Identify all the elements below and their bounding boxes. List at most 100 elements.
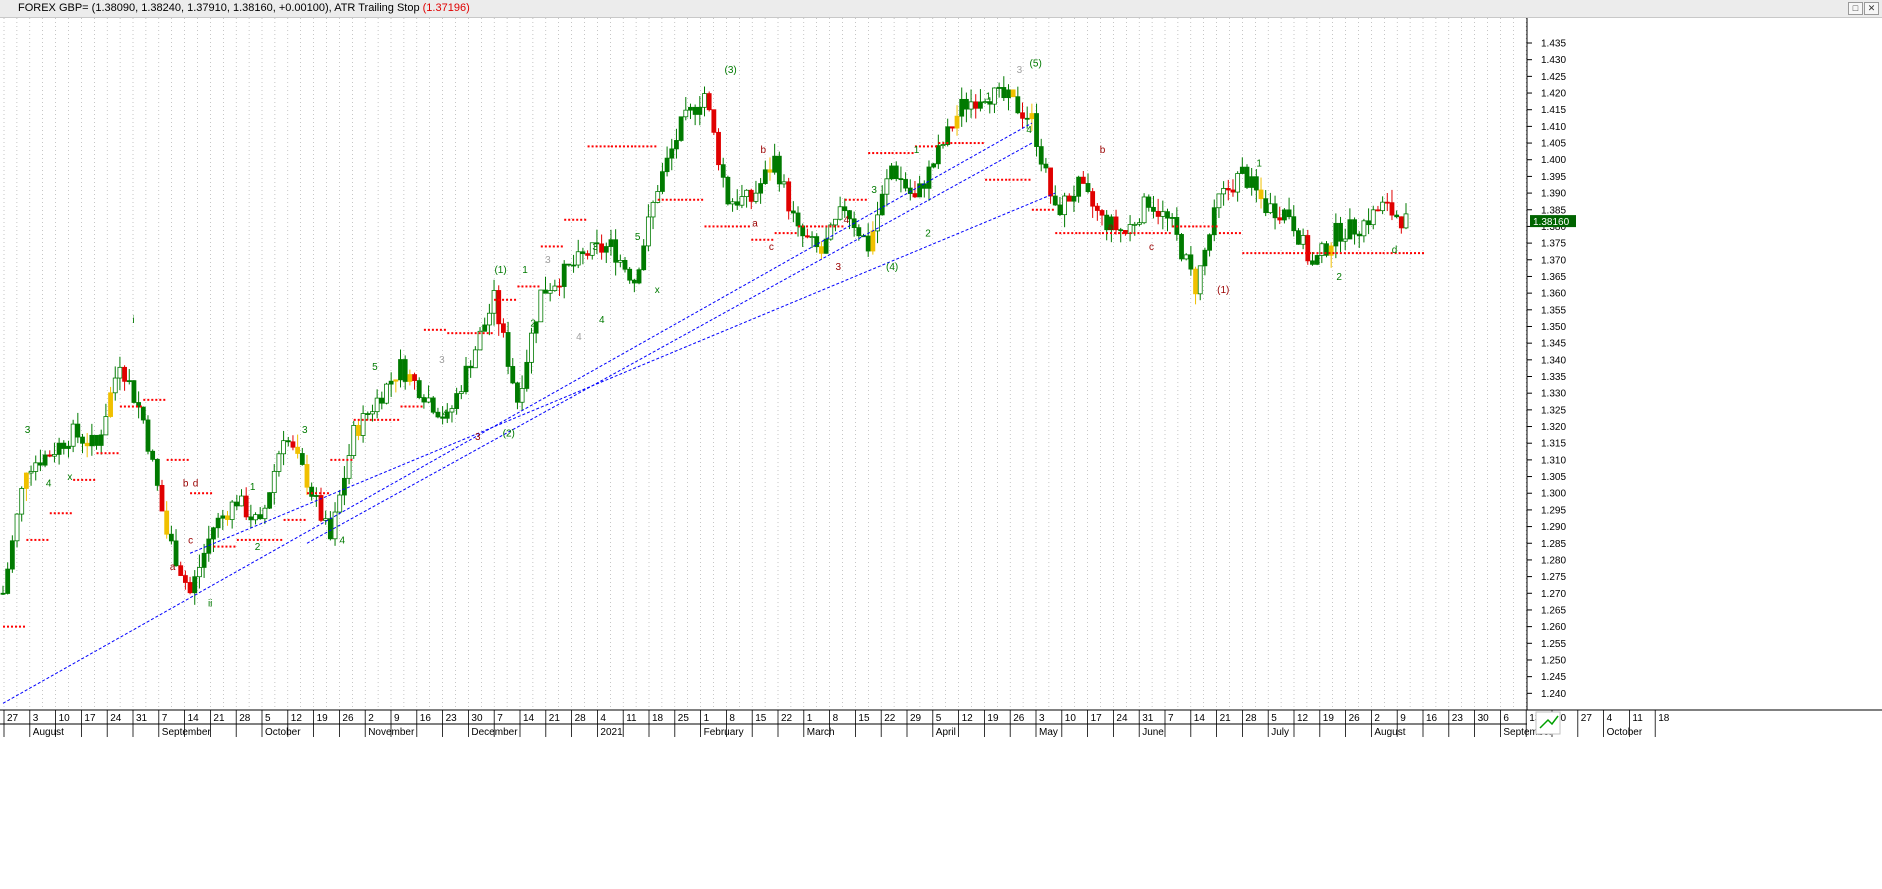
candle-body[interactable] — [468, 365, 474, 369]
candle-body[interactable] — [1296, 230, 1301, 245]
candle-body[interactable] — [42, 454, 48, 466]
candle-body[interactable] — [762, 169, 768, 184]
candle-body[interactable] — [617, 259, 623, 263]
candle-body[interactable] — [865, 235, 871, 252]
restore-icon[interactable]: □ — [1848, 2, 1863, 15]
candle-body[interactable] — [917, 183, 923, 198]
candle-body[interactable] — [641, 245, 647, 271]
candle-body[interactable] — [1137, 222, 1142, 225]
candle-body[interactable] — [992, 87, 997, 105]
candle-body[interactable] — [309, 486, 315, 497]
candle-body[interactable] — [332, 511, 338, 540]
trendline[interactable] — [2, 122, 1033, 704]
candle-body[interactable] — [968, 101, 974, 110]
candle-body[interactable] — [1207, 234, 1212, 251]
candle-body[interactable] — [341, 477, 347, 496]
candle-body[interactable] — [1375, 209, 1381, 212]
candle-body[interactable] — [589, 242, 595, 256]
candle-body[interactable] — [1249, 176, 1255, 188]
candle-body[interactable] — [337, 494, 343, 513]
candle-body[interactable] — [243, 495, 249, 518]
candle-body[interactable] — [1062, 195, 1068, 216]
candle-body[interactable] — [725, 176, 731, 205]
candle-body[interactable] — [1267, 203, 1273, 214]
candle-body[interactable] — [225, 515, 230, 520]
candle-body[interactable] — [486, 312, 492, 326]
candle-body[interactable] — [384, 383, 389, 404]
candle-body[interactable] — [926, 166, 932, 189]
candle-body[interactable] — [674, 140, 679, 150]
candle-body[interactable] — [1300, 235, 1306, 245]
candle-body[interactable] — [1090, 191, 1096, 207]
candle-body[interactable] — [1403, 213, 1409, 229]
candle-body[interactable] — [1239, 166, 1245, 174]
candle-body[interactable] — [631, 279, 637, 284]
candle-body[interactable] — [318, 495, 324, 521]
candle-body[interactable] — [1146, 196, 1152, 208]
candle-body[interactable] — [1020, 112, 1025, 119]
candle-body[interactable] — [192, 576, 198, 594]
candle-body[interactable] — [1356, 233, 1362, 237]
candle-body[interactable] — [819, 246, 824, 254]
candle-body[interactable] — [1319, 243, 1325, 256]
candle-body[interactable] — [19, 488, 25, 515]
candle-body[interactable] — [430, 397, 436, 413]
candle-body[interactable] — [126, 380, 132, 383]
candle-body[interactable] — [1165, 211, 1170, 219]
candle-body[interactable] — [1188, 254, 1194, 270]
candle-body[interactable] — [201, 552, 207, 568]
candle-body[interactable] — [0, 592, 6, 595]
candle-body[interactable] — [145, 419, 151, 452]
candle-body[interactable] — [313, 495, 319, 497]
candle-body[interactable] — [594, 242, 600, 245]
candle-body[interactable] — [482, 324, 488, 332]
candle-body[interactable] — [790, 210, 796, 214]
candle-body[interactable] — [903, 179, 908, 189]
candle-body[interactable] — [197, 567, 202, 578]
candle-body[interactable] — [1305, 235, 1311, 262]
candle-body[interactable] — [1244, 166, 1250, 188]
candle-body[interactable] — [458, 391, 464, 394]
candle-body[interactable] — [515, 382, 520, 403]
candle-body[interactable] — [795, 212, 801, 227]
candle-body[interactable] — [730, 201, 735, 205]
candle-body[interactable] — [978, 101, 983, 109]
candle-body[interactable] — [206, 538, 212, 554]
candle-body[interactable] — [879, 193, 885, 216]
candle-body[interactable] — [33, 462, 39, 472]
candle-body[interactable] — [767, 169, 773, 173]
candle-body[interactable] — [234, 501, 240, 507]
candle-body[interactable] — [823, 238, 829, 254]
candle-body[interactable] — [814, 236, 820, 248]
candle-body[interactable] — [56, 442, 62, 455]
candle-body[interactable] — [561, 263, 567, 287]
candle-body[interactable] — [1024, 117, 1030, 120]
candle-body[interactable] — [580, 251, 586, 255]
candle-body[interactable] — [1169, 217, 1175, 219]
candle-body[interactable] — [1370, 209, 1376, 226]
candle-body[interactable] — [271, 471, 277, 494]
candle-body[interactable] — [1113, 216, 1119, 231]
candle-body[interactable] — [5, 568, 11, 594]
candle-body[interactable] — [889, 165, 894, 180]
candle-body[interactable] — [744, 189, 749, 198]
candle-body[interactable] — [842, 206, 848, 212]
candle-body[interactable] — [1235, 173, 1241, 193]
candle-body[interactable] — [61, 442, 67, 449]
candle-body[interactable] — [70, 423, 76, 447]
candle-body[interactable] — [636, 269, 642, 284]
candle-body[interactable] — [1006, 89, 1011, 99]
candle-body[interactable] — [1211, 207, 1217, 236]
candle-body[interactable] — [52, 454, 57, 457]
candle-body[interactable] — [477, 330, 483, 351]
candle-body[interactable] — [650, 202, 656, 218]
candle-body[interactable] — [131, 380, 137, 403]
candle-body[interactable] — [440, 416, 446, 419]
candle-body[interactable] — [257, 514, 263, 520]
candle-body[interactable] — [393, 379, 399, 382]
candle-body[interactable] — [669, 148, 675, 159]
candle-body[interactable] — [1034, 113, 1039, 147]
candle-body[interactable] — [1043, 163, 1049, 169]
candle-body[interactable] — [1202, 249, 1208, 267]
candle-body[interactable] — [1015, 96, 1021, 114]
